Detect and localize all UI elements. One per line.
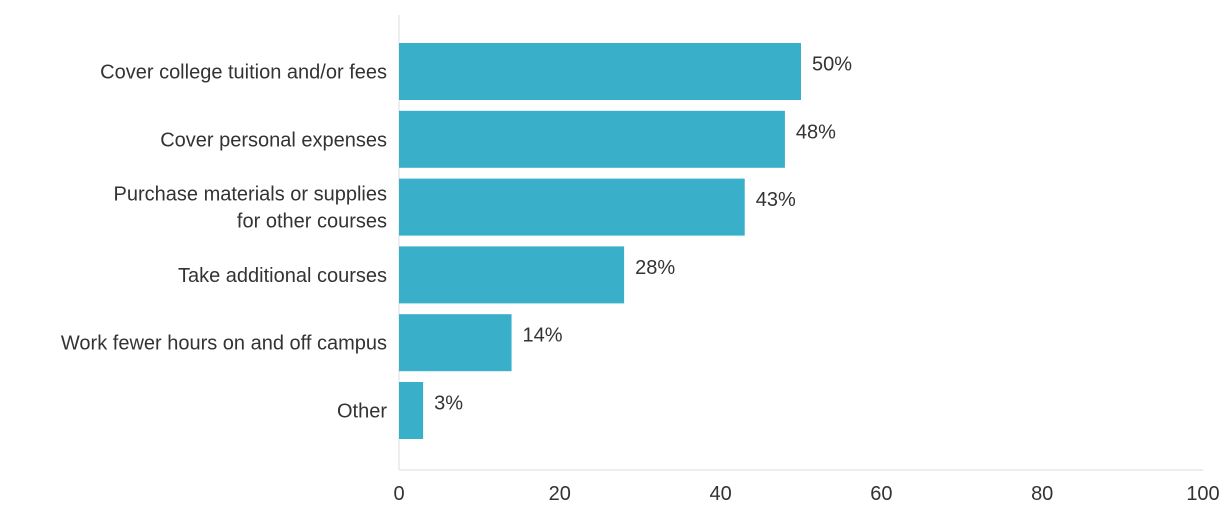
bar bbox=[399, 314, 512, 372]
data-label: 48% bbox=[796, 121, 836, 143]
data-label: 14% bbox=[523, 325, 563, 347]
bar bbox=[399, 110, 785, 168]
x-tick-labels: 0 20 40 60 80 100 bbox=[393, 483, 1219, 505]
x-tick-label: 20 bbox=[549, 483, 571, 505]
bar bbox=[399, 43, 801, 100]
category-labels: Cover college tuition and/or fees Cover p… bbox=[61, 62, 387, 423]
category-label: Cover college tuition and/or fees bbox=[100, 62, 387, 84]
bar bbox=[399, 178, 745, 236]
data-label: 50% bbox=[812, 54, 852, 76]
category-label: for other courses bbox=[237, 211, 387, 233]
category-label: Other bbox=[337, 401, 387, 423]
category-label: Purchase materials or supplies bbox=[114, 184, 387, 206]
category-label: Work fewer hours on and off campus bbox=[61, 333, 387, 355]
x-tick-label: 40 bbox=[709, 483, 731, 505]
data-labels: 50% 48% 43% 28% 14% 3% bbox=[434, 54, 852, 415]
bar bbox=[399, 246, 625, 304]
bars bbox=[399, 43, 801, 439]
data-label: 43% bbox=[756, 189, 796, 211]
x-tick-label: 60 bbox=[870, 483, 892, 505]
data-label: 28% bbox=[635, 257, 675, 279]
category-label: Take additional courses bbox=[178, 265, 387, 287]
data-label: 3% bbox=[434, 393, 463, 415]
bar bbox=[399, 382, 424, 439]
x-tick-label: 80 bbox=[1031, 483, 1053, 505]
x-tick-label: 100 bbox=[1186, 483, 1219, 505]
category-label: Cover personal expenses bbox=[160, 129, 387, 151]
x-tick-label: 0 bbox=[393, 483, 404, 505]
